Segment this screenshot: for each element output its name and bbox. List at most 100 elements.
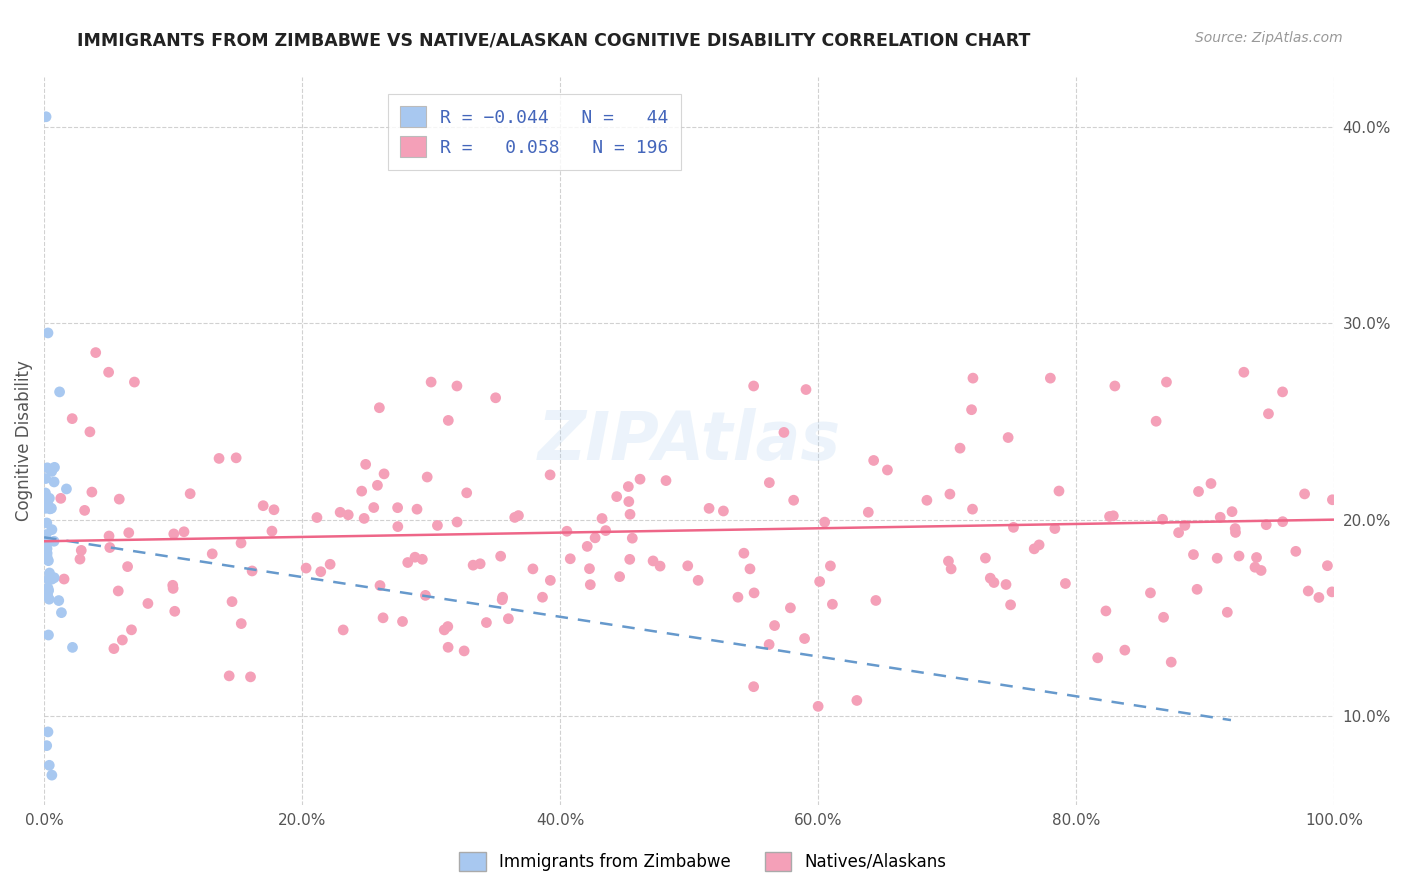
Point <box>938 554 960 568</box>
Point <box>538 467 561 482</box>
Point <box>111 632 134 647</box>
Point <box>453 644 475 658</box>
Point <box>742 586 765 600</box>
Point <box>1104 379 1126 393</box>
Point <box>416 470 439 484</box>
Point <box>387 500 409 515</box>
Point <box>446 379 468 393</box>
Point <box>240 564 263 578</box>
Point <box>503 510 526 524</box>
Point <box>38 583 60 598</box>
Point <box>979 571 1001 585</box>
Point <box>583 531 606 545</box>
Point <box>974 551 997 566</box>
Legend: R = −0.044   N =   44, R =   0.058   N = 196: R = −0.044 N = 44, R = 0.058 N = 196 <box>388 94 681 169</box>
Point <box>305 510 328 524</box>
Point <box>426 518 449 533</box>
Point <box>865 593 887 607</box>
Point <box>38 566 60 580</box>
Point <box>117 559 139 574</box>
Point <box>1271 515 1294 529</box>
Point <box>489 549 512 564</box>
Point <box>1167 525 1189 540</box>
Point <box>42 475 65 489</box>
Point <box>163 604 186 618</box>
Point <box>103 641 125 656</box>
Point <box>1308 591 1330 605</box>
Point <box>758 475 780 490</box>
Point <box>962 371 984 385</box>
Point <box>1271 384 1294 399</box>
Point <box>163 527 186 541</box>
Point <box>173 524 195 539</box>
Point <box>396 556 419 570</box>
Point <box>37 581 59 595</box>
Point <box>997 431 1019 445</box>
Y-axis label: Cognitive Disability: Cognitive Disability <box>15 360 32 522</box>
Point <box>319 558 342 572</box>
Point <box>38 491 60 506</box>
Point <box>915 493 938 508</box>
Point <box>876 463 898 477</box>
Point <box>1054 576 1077 591</box>
Point <box>49 491 72 506</box>
Text: IMMIGRANTS FROM ZIMBABWE VS NATIVE/ALASKAN COGNITIVE DISABILITY CORRELATION CHAR: IMMIGRANTS FROM ZIMBABWE VS NATIVE/ALASK… <box>77 31 1031 49</box>
Point <box>1223 522 1246 536</box>
Point <box>1316 558 1339 573</box>
Point <box>34 501 56 516</box>
Point <box>595 524 617 538</box>
Point <box>576 540 599 554</box>
Point <box>118 525 141 540</box>
Point <box>84 345 107 359</box>
Point <box>34 490 56 504</box>
Point <box>437 413 460 427</box>
Point <box>1285 544 1308 558</box>
Point <box>1047 483 1070 498</box>
Point <box>538 574 561 588</box>
Point <box>1039 371 1062 385</box>
Point <box>641 554 664 568</box>
Point <box>1257 407 1279 421</box>
Point <box>41 501 63 516</box>
Point <box>437 640 460 655</box>
Point <box>366 478 388 492</box>
Point <box>939 487 962 501</box>
Point <box>1322 492 1344 507</box>
Point <box>733 546 755 560</box>
Point <box>39 501 62 516</box>
Point <box>37 546 59 560</box>
Point <box>820 558 842 573</box>
Point <box>218 669 240 683</box>
Point <box>1220 505 1243 519</box>
Point <box>37 725 59 739</box>
Point <box>1028 538 1050 552</box>
Point <box>44 571 66 585</box>
Point <box>107 584 129 599</box>
Point <box>606 490 628 504</box>
Point <box>42 534 65 549</box>
Point <box>53 572 76 586</box>
Point <box>1000 598 1022 612</box>
Point <box>862 453 884 467</box>
Point <box>368 401 391 415</box>
Point <box>713 504 735 518</box>
Point <box>858 505 880 519</box>
Point <box>648 559 671 574</box>
Point <box>263 502 285 516</box>
Point <box>1156 375 1178 389</box>
Point <box>391 615 413 629</box>
Point <box>38 592 60 607</box>
Point <box>73 503 96 517</box>
Point <box>1152 512 1174 526</box>
Point <box>38 758 60 772</box>
Point <box>41 464 63 478</box>
Point <box>37 460 59 475</box>
Point <box>446 515 468 529</box>
Point <box>555 524 578 539</box>
Point <box>371 611 394 625</box>
Point <box>121 623 143 637</box>
Point <box>1043 522 1066 536</box>
Point <box>34 486 56 500</box>
Point <box>35 110 58 124</box>
Point <box>350 484 373 499</box>
